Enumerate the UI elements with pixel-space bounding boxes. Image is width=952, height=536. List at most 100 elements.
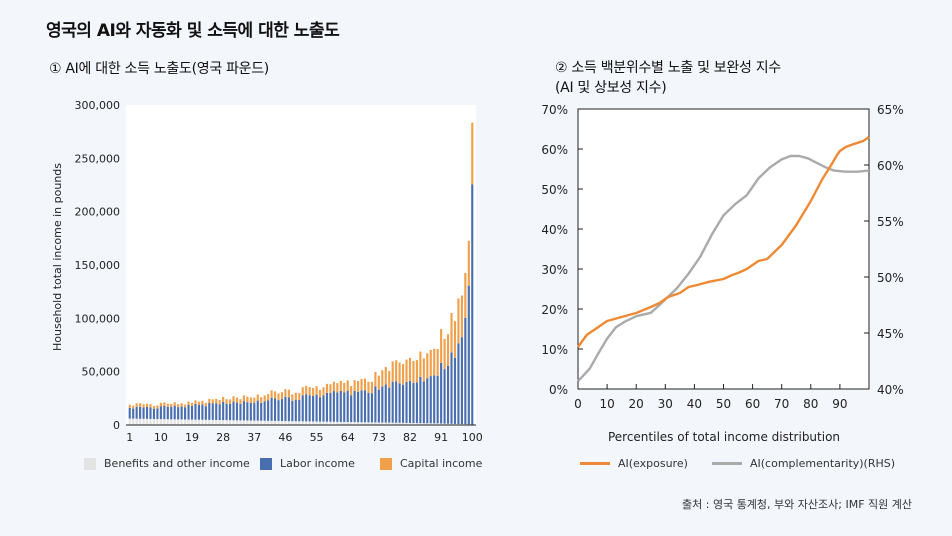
- bar-segment: [464, 272, 467, 318]
- bar-segment: [187, 404, 190, 420]
- bar-segment: [242, 401, 245, 421]
- right-chart-x-tick-label: 40: [687, 397, 702, 411]
- left-x-tick-label: 82: [403, 431, 417, 444]
- bar-segment: [239, 420, 242, 425]
- bar-segment: [398, 383, 401, 423]
- bar-segment: [426, 423, 429, 425]
- bar-segment: [436, 423, 439, 425]
- bar-segment: [405, 359, 408, 382]
- bar-segment: [132, 408, 135, 419]
- bar-segment: [253, 397, 256, 404]
- bar-segment: [370, 393, 374, 423]
- bar-segment: [256, 400, 259, 421]
- left-x-tick-label: 100: [462, 431, 483, 444]
- bar-segment: [163, 402, 166, 406]
- right-chart-x-tick-label: 80: [803, 397, 818, 411]
- bar-segment: [284, 396, 287, 422]
- bar-segment: [464, 317, 467, 425]
- bar-segment: [156, 419, 159, 425]
- bar-segment: [145, 403, 149, 407]
- bar-segment: [180, 406, 183, 420]
- bar-segment: [471, 122, 474, 185]
- bar-segment: [145, 418, 149, 425]
- bar-segment: [322, 421, 325, 425]
- bar-segment: [149, 418, 152, 425]
- bar-segment: [343, 421, 346, 425]
- bar-segment: [440, 423, 443, 425]
- bar-segment: [159, 402, 162, 407]
- left-y-tick-label: 100,000: [75, 312, 121, 325]
- bar-segment: [339, 390, 342, 422]
- bar-segment: [294, 392, 297, 400]
- bar-segment: [142, 404, 145, 408]
- bar-segment: [177, 404, 180, 408]
- bar-segment: [339, 421, 342, 425]
- legend-item-exposure: AI(exposure): [580, 457, 688, 470]
- left-x-tick-label: 91: [434, 431, 448, 444]
- bar-segment: [298, 399, 301, 422]
- right-chart-left-y-tick-label: 40%: [541, 223, 568, 237]
- bar-segment: [291, 400, 294, 422]
- bar-segment: [142, 407, 145, 419]
- bar-segment: [388, 387, 391, 423]
- bar-segment: [395, 381, 398, 423]
- legend-item-capital: Capital income: [380, 457, 482, 470]
- bar-segment: [305, 421, 308, 425]
- bar-segment: [298, 393, 301, 400]
- bar-segment: [128, 418, 131, 425]
- bar-segment: [152, 408, 156, 419]
- bar-segment: [170, 407, 173, 420]
- bar-segment: [391, 361, 394, 382]
- left-x-tick-label: 46: [278, 431, 292, 444]
- bar-segment: [460, 295, 463, 338]
- bar-segment: [426, 353, 429, 379]
- bar-segment: [263, 395, 266, 402]
- bar-segment: [308, 395, 311, 422]
- bar-segment: [280, 392, 284, 400]
- right-chart-x-tick-label: 0: [574, 397, 582, 411]
- left-x-tick-label: 28: [216, 431, 230, 444]
- bar-segment: [163, 405, 166, 420]
- bar-segment: [360, 378, 363, 391]
- bar-segment: [170, 419, 173, 425]
- bar-segment: [253, 403, 256, 421]
- right-chart-x-tick-label: 70: [774, 397, 789, 411]
- bar-segment: [291, 421, 294, 425]
- bar-segment: [419, 423, 422, 425]
- left-y-tick-label: 150,000: [75, 259, 121, 272]
- bar-segment: [159, 406, 162, 420]
- bar-segment: [388, 370, 391, 388]
- bar-segment: [357, 422, 360, 425]
- bar-segment: [471, 184, 474, 425]
- bar-segment: [450, 423, 453, 425]
- legend-label-capital: Capital income: [400, 457, 483, 470]
- legend-swatch-labor: [260, 457, 272, 470]
- bar-segment: [135, 406, 138, 419]
- bar-segment: [415, 360, 418, 383]
- bar-segment: [318, 421, 322, 425]
- bar-segment: [426, 378, 429, 424]
- bar-segment: [232, 401, 235, 421]
- right-chart-x-tick-label: 30: [658, 397, 673, 411]
- bar-segment: [270, 397, 273, 421]
- bar-segment: [280, 421, 284, 425]
- bar-segment: [222, 401, 225, 421]
- bar-segment: [208, 419, 211, 425]
- bar-segment: [367, 392, 370, 423]
- bar-segment: [152, 418, 156, 425]
- bar-segment: [374, 371, 377, 387]
- bar-segment: [301, 395, 304, 422]
- bar-segment: [180, 403, 183, 407]
- bar-segment: [305, 394, 308, 422]
- bar-segment: [190, 405, 194, 420]
- bar-segment: [350, 422, 353, 425]
- bar-segment: [187, 419, 190, 425]
- bar-segment: [301, 421, 304, 425]
- bar-segment: [343, 392, 346, 422]
- bar-segment: [215, 403, 218, 420]
- bar-segment: [384, 384, 387, 423]
- bar-segment: [180, 419, 183, 425]
- left-x-tick-label: 10: [154, 431, 168, 444]
- bar-segment: [287, 421, 290, 425]
